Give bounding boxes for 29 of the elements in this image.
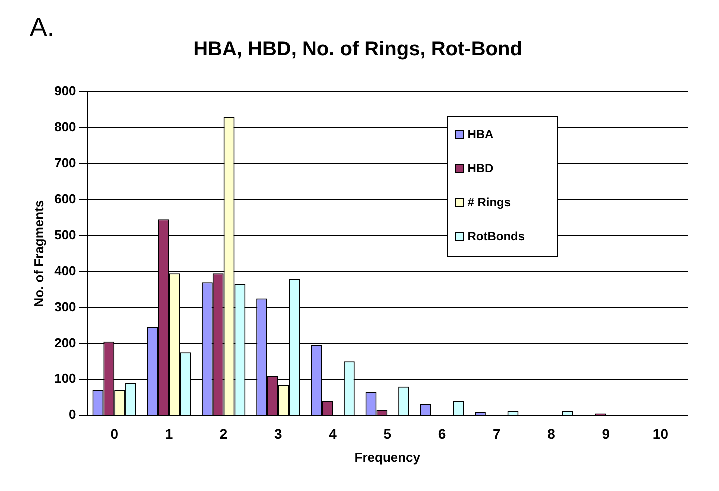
x-tick-label: 4 — [329, 426, 338, 442]
legend-label: HBA — [468, 127, 494, 142]
y-tick-label: 0 — [69, 407, 76, 422]
x-tick-label: 9 — [602, 426, 610, 442]
x-tick-label: 8 — [548, 426, 556, 442]
y-tick-label: 700 — [54, 155, 76, 170]
y-tick-label: 100 — [54, 371, 76, 386]
x-tick-label: 7 — [492, 426, 501, 442]
y-tick-label: 500 — [54, 227, 76, 242]
x-tick-label: 1 — [165, 426, 174, 442]
x-tick-label: 3 — [274, 426, 283, 442]
y-tick-label: 600 — [54, 191, 76, 206]
y-tick-label: 900 — [54, 84, 76, 99]
text: A. — [30, 12, 55, 42]
y-axis-title: No. of Fragments — [31, 200, 46, 308]
y-tick-label: 800 — [54, 120, 76, 135]
y-tick-label: 200 — [54, 335, 76, 350]
legend-label: RotBonds — [468, 229, 526, 244]
x-axis-title: Frequency — [354, 450, 422, 465]
legend-label: # Rings — [468, 195, 512, 210]
legend-label: HBD — [468, 161, 494, 176]
x-tick-label: 6 — [438, 426, 446, 442]
x-tick-label: 0 — [110, 426, 119, 442]
x-tick-label: 10 — [652, 426, 669, 442]
y-tick-label: 400 — [54, 263, 76, 278]
x-tick-label: 5 — [384, 426, 392, 442]
y-tick-label: 300 — [54, 299, 76, 314]
x-tick-label: 2 — [220, 426, 228, 442]
chart-title: HBA, HBD, No. of Rings, Rot-Bond — [194, 38, 522, 61]
